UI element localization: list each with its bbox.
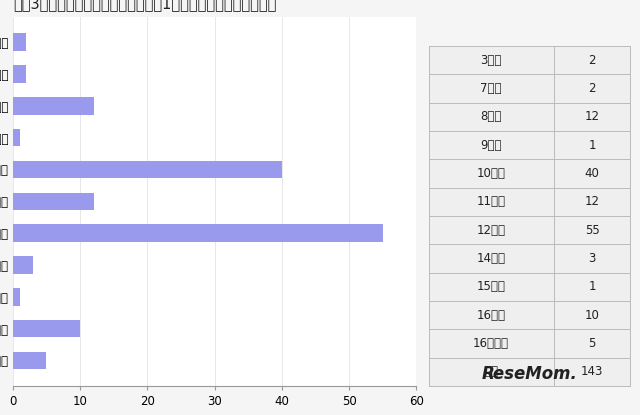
Bar	[429, 358, 630, 386]
Bar	[429, 131, 630, 159]
Text: 14時間: 14時間	[477, 252, 506, 265]
Bar	[13, 97, 93, 115]
Bar	[13, 225, 383, 242]
Bar	[429, 103, 630, 131]
Text: 総数: 総数	[484, 365, 498, 378]
Bar	[429, 216, 630, 244]
Text: 55: 55	[585, 224, 600, 237]
Bar	[13, 288, 20, 305]
Bar	[429, 244, 630, 273]
Bar	[429, 188, 630, 216]
Bar	[429, 330, 630, 358]
Text: 143: 143	[581, 365, 604, 378]
Text: 16時間: 16時間	[477, 309, 506, 322]
Bar	[13, 129, 20, 146]
Bar	[429, 301, 630, 330]
Text: 12: 12	[584, 110, 600, 123]
Text: 16時間超: 16時間超	[473, 337, 509, 350]
Text: 5: 5	[588, 337, 596, 350]
Bar	[13, 161, 282, 178]
Bar	[13, 33, 26, 51]
Bar	[429, 46, 630, 74]
Bar	[13, 193, 93, 210]
Text: 2: 2	[588, 54, 596, 67]
Text: 【高3生・大学受験生】夏休みの目標1日勉強時間　（単位：人）: 【高3生・大学受験生】夏休みの目標1日勉強時間 （単位：人）	[13, 0, 276, 11]
Text: 7時間: 7時間	[481, 82, 502, 95]
Text: 15時間: 15時間	[477, 281, 506, 293]
Text: 8時間: 8時間	[481, 110, 502, 123]
Text: 1: 1	[588, 281, 596, 293]
Text: 3: 3	[588, 252, 596, 265]
Text: ReseMom.: ReseMom.	[481, 365, 577, 383]
Text: 10: 10	[584, 309, 600, 322]
Text: 10時間: 10時間	[477, 167, 506, 180]
Bar	[13, 65, 26, 83]
Text: 9時間: 9時間	[481, 139, 502, 152]
Bar	[429, 74, 630, 103]
Text: 12: 12	[584, 195, 600, 208]
Text: 2: 2	[588, 82, 596, 95]
Text: 12時間: 12時間	[477, 224, 506, 237]
Text: 40: 40	[584, 167, 600, 180]
Bar	[13, 320, 80, 337]
Text: 11時間: 11時間	[477, 195, 506, 208]
Bar	[13, 256, 33, 273]
Bar	[13, 352, 47, 369]
Text: 3時間: 3時間	[481, 54, 502, 67]
Text: 1: 1	[588, 139, 596, 152]
Bar	[429, 273, 630, 301]
Bar	[429, 159, 630, 188]
